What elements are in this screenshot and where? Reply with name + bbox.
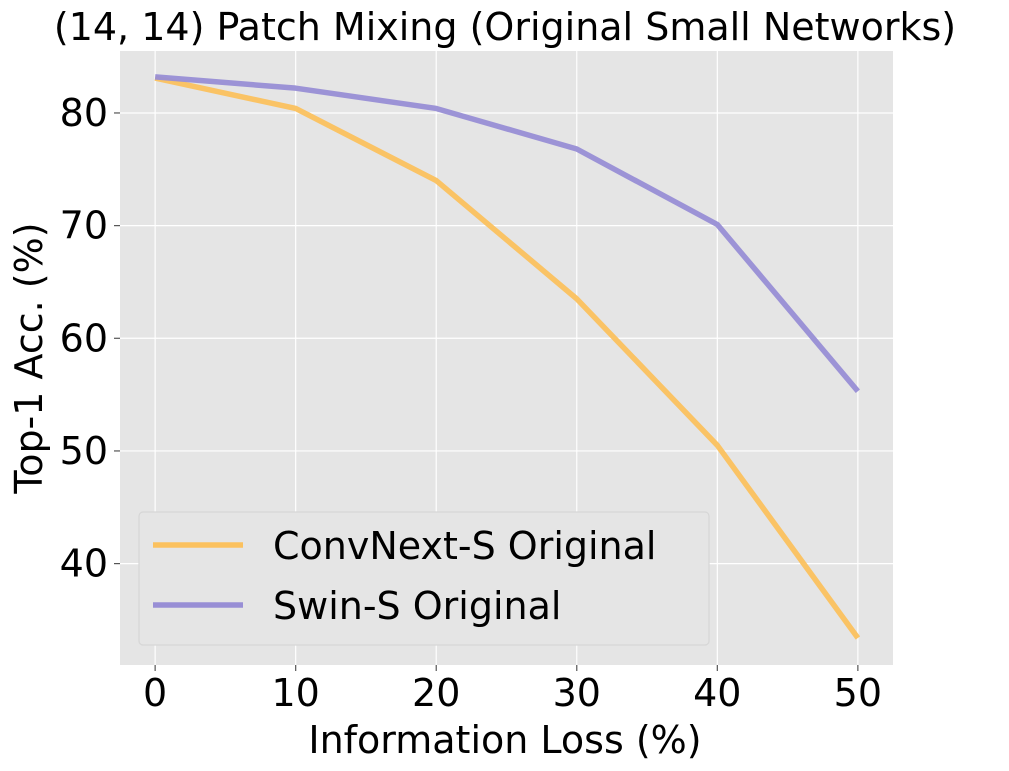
y-tick-label: 40 bbox=[60, 542, 108, 586]
x-tick-label: 10 bbox=[272, 671, 320, 715]
x-tick-label: 0 bbox=[143, 671, 167, 715]
series-line bbox=[154, 75, 861, 640]
x-tick-label: 50 bbox=[834, 671, 882, 715]
series-lines bbox=[154, 74, 861, 640]
x-tick-label: 30 bbox=[553, 671, 601, 715]
x-tick-labels: 0 10 20 30 40 50 bbox=[143, 665, 882, 715]
legend: ConvNext-S Original Swin-S Original bbox=[138, 511, 710, 646]
y-axis-label: Top-1 Acc. (%) bbox=[7, 222, 51, 494]
chart-title: (14, 14) Patch Mixing (Original Small Ne… bbox=[54, 5, 956, 49]
y-tick-label: 60 bbox=[60, 316, 108, 360]
legend-label: Swin-S Original bbox=[273, 584, 561, 628]
y-tick-label: 80 bbox=[60, 91, 108, 135]
x-tick-label: 40 bbox=[693, 671, 741, 715]
series-line bbox=[154, 74, 860, 394]
legend-box bbox=[138, 511, 710, 646]
legend-label: ConvNext-S Original bbox=[273, 524, 657, 568]
x-axis-label: Information Loss (%) bbox=[308, 718, 701, 762]
y-tick-labels: 40 50 60 70 80 bbox=[60, 91, 120, 586]
y-tick-label: 50 bbox=[60, 429, 108, 473]
x-tick-label: 20 bbox=[412, 671, 460, 715]
y-tick-label: 70 bbox=[60, 204, 108, 248]
grid bbox=[120, 51, 893, 665]
